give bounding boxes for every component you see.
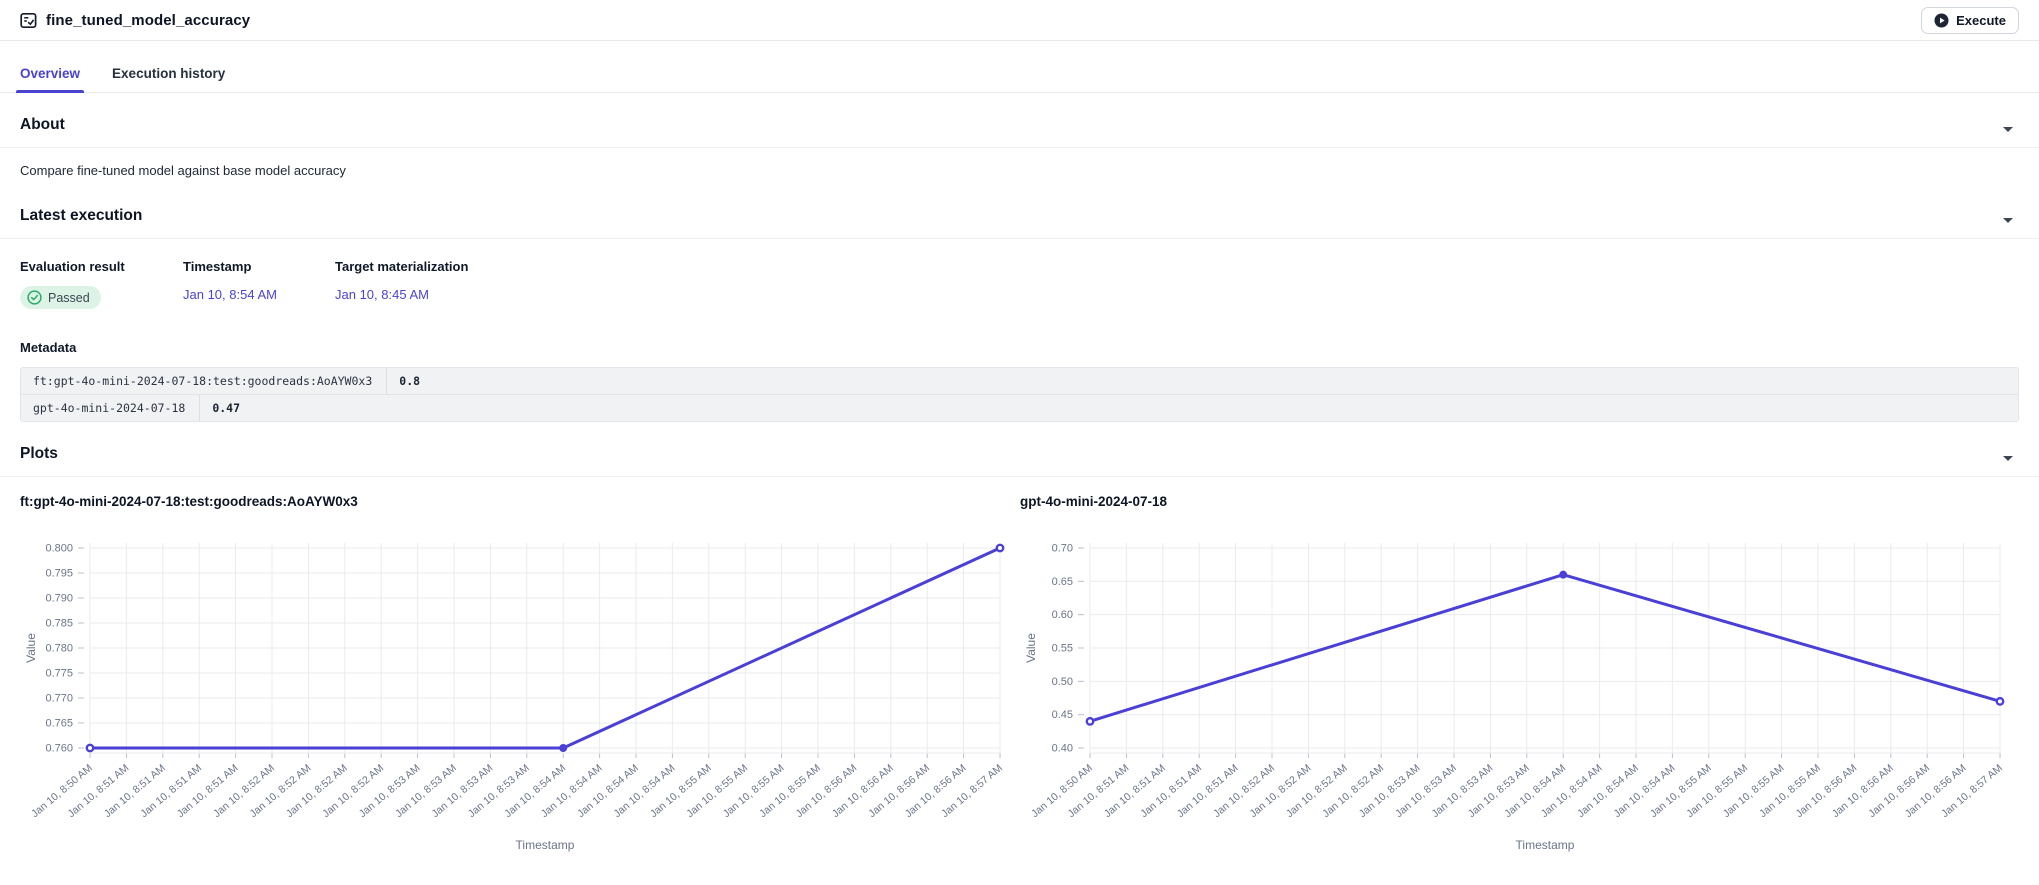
metadata-value: 0.8 xyxy=(399,374,421,388)
x-axis-title: Timestamp xyxy=(516,838,575,852)
plot-title: ft:gpt-4o-mini-2024-07-18:test:goodreads… xyxy=(20,494,358,509)
play-icon xyxy=(1934,13,1949,28)
plots-section-header: Plots xyxy=(0,422,2039,477)
tab-execution-history[interactable]: Execution history xyxy=(112,66,226,81)
page-title: fine_tuned_model_accuracy xyxy=(46,11,251,29)
y-tick-label: 0.780 xyxy=(45,643,73,655)
status-badge-passed: Passed xyxy=(20,286,101,309)
y-tick-label: 0.50 xyxy=(1052,676,1073,688)
data-point-marker xyxy=(1085,716,1095,726)
tab-bar: Overview Execution history xyxy=(0,41,2039,93)
data-point-marker xyxy=(1559,570,1568,579)
y-tick-label: 0.40 xyxy=(1052,743,1073,755)
plots-row: ft:gpt-4o-mini-2024-07-18:test:goodreads… xyxy=(0,477,2039,873)
y-axis-title: Value xyxy=(1024,633,1038,663)
plot-base-model: gpt-4o-mini-2024-07-18 Jan 10, 8:50 AM Ja… xyxy=(1020,477,2020,873)
y-tick-label: 0.60 xyxy=(1052,609,1073,621)
tab-overview[interactable]: Overview xyxy=(16,62,85,93)
latest-execution-collapse-button[interactable] xyxy=(2001,213,2015,227)
y-tick-label: 0.70 xyxy=(1052,543,1073,555)
y-tick-label: 0.760 xyxy=(45,743,73,755)
y-tick-label: 0.775 xyxy=(45,668,73,680)
x-tick-label: Jan 10, 8:50 AM xyxy=(29,762,95,820)
chevron-down-icon xyxy=(2003,455,2013,461)
data-point-marker xyxy=(559,744,568,752)
plots-collapse-button[interactable] xyxy=(2001,451,2015,465)
data-point-marker xyxy=(85,743,95,753)
chevron-down-icon xyxy=(2003,126,2013,132)
data-point-marker xyxy=(1995,696,2005,706)
x-tick-label: Jan 10, 8:50 AM xyxy=(1029,762,1095,820)
about-section-header: About xyxy=(0,93,2039,148)
metadata-row: gpt-4o-mini-2024-07-18 0.47 xyxy=(21,394,2018,421)
plots-heading: Plots xyxy=(20,445,58,462)
execute-button-label: Execute xyxy=(1956,12,2006,28)
target-materialization-label: Target materialization xyxy=(335,259,469,274)
chevron-down-icon xyxy=(2003,217,2013,223)
metadata-key: ft:gpt-4o-mini-2024-07-18:test:goodreads… xyxy=(21,368,388,394)
check-circle-icon xyxy=(27,290,42,305)
target-materialization-link[interactable]: Jan 10, 8:45 AM xyxy=(335,287,429,302)
y-tick-label: 0.770 xyxy=(45,693,73,705)
x-axis-title: Timestamp xyxy=(1516,838,1575,852)
latest-execution-section-header: Latest execution xyxy=(0,184,2039,239)
timestamp-label: Timestamp xyxy=(183,259,252,274)
y-tick-label: 0.55 xyxy=(1052,643,1073,655)
y-tick-label: 0.790 xyxy=(45,593,73,605)
metadata-table: ft:gpt-4o-mini-2024-07-18:test:goodreads… xyxy=(20,367,2019,422)
header-bar: fine_tuned_model_accuracy Execute xyxy=(0,0,2039,41)
plot-finetuned-model: ft:gpt-4o-mini-2024-07-18:test:goodreads… xyxy=(20,477,1020,873)
metadata-heading: Metadata xyxy=(20,340,77,355)
metadata-key: gpt-4o-mini-2024-07-18 xyxy=(21,395,201,421)
timestamp-link[interactable]: Jan 10, 8:54 AM xyxy=(183,287,277,302)
y-tick-label: 0.45 xyxy=(1052,709,1073,721)
y-axis-title: Value xyxy=(24,633,38,663)
about-heading: About xyxy=(20,116,65,133)
execute-button[interactable]: Execute xyxy=(1921,6,2019,34)
y-tick-label: 0.795 xyxy=(45,568,73,580)
about-description: Compare fine-tuned model against base mo… xyxy=(20,163,346,178)
metadata-row: ft:gpt-4o-mini-2024-07-18:test:goodreads… xyxy=(21,368,2018,394)
plot-title: gpt-4o-mini-2024-07-18 xyxy=(1020,494,1168,509)
evaluation-checklist-icon xyxy=(20,12,37,29)
latest-execution-summary: Evaluation result Passed Timestamp Jan 1… xyxy=(0,239,2039,310)
latest-execution-heading: Latest execution xyxy=(20,207,143,224)
data-point-marker xyxy=(995,543,1005,553)
evaluation-result-label: Evaluation result xyxy=(20,259,125,274)
status-badge-label: Passed xyxy=(48,290,90,305)
y-tick-label: 0.65 xyxy=(1052,576,1073,588)
metadata-value: 0.47 xyxy=(212,401,241,415)
y-tick-label: 0.785 xyxy=(45,618,73,630)
y-tick-label: 0.800 xyxy=(45,543,73,555)
about-collapse-button[interactable] xyxy=(2001,122,2015,136)
y-tick-label: 0.765 xyxy=(45,718,73,730)
